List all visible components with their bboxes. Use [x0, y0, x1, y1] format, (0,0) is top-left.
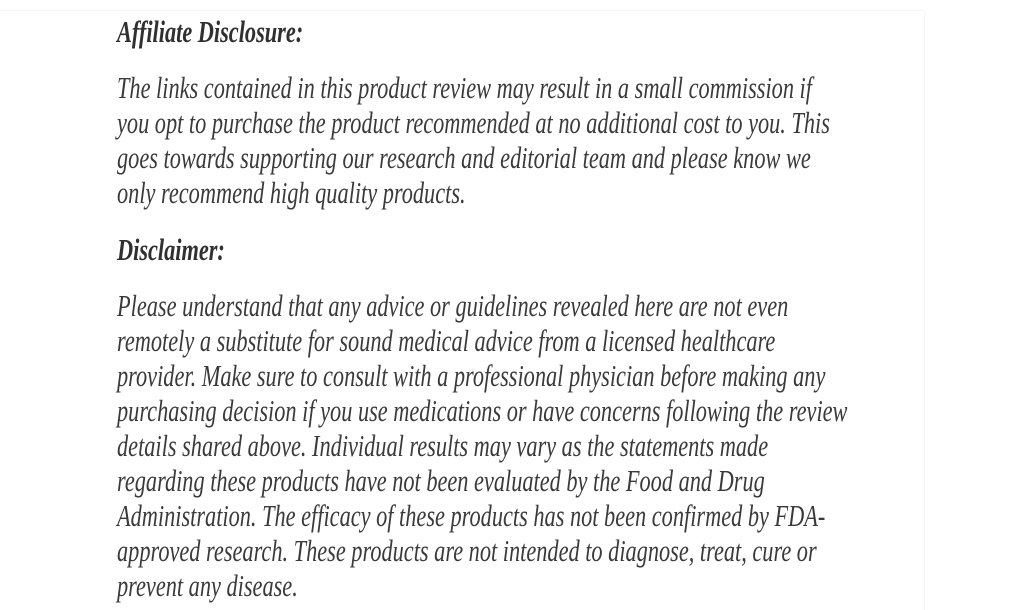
paragraph-line: prevent any disease.: [117, 568, 298, 603]
paragraph-line: regarding these products have not been e…: [117, 463, 765, 498]
paragraph-line: Please understand that any advice or gui…: [117, 288, 789, 323]
paragraph-line: purchasing decision if you use medicatio…: [117, 393, 848, 428]
disclaimer-heading: Disclaimer:: [117, 232, 225, 267]
affiliate-disclosure-paragraph: The links contained in this product revi…: [117, 70, 1024, 210]
paragraph-line: approved research. These products are no…: [117, 533, 817, 568]
paragraph-line: Administration. The efficacy of these pr…: [117, 498, 826, 533]
affiliate-disclosure-heading: Affiliate Disclosure:: [117, 14, 304, 49]
content-card-top-edge: [0, 10, 924, 11]
disclaimer-paragraph: Please understand that any advice or gui…: [117, 288, 1024, 603]
paragraph-line: you opt to purchase the product recommen…: [117, 105, 830, 140]
content-card-right-edge: [924, 10, 925, 610]
paragraph-line: goes towards supporting our research and…: [117, 140, 811, 175]
paragraph-line: provider. Make sure to consult with a pr…: [117, 358, 826, 393]
paragraph-line: The links contained in this product revi…: [117, 70, 812, 105]
paragraph-line: details shared above. Individual results…: [117, 428, 769, 463]
paragraph-line: only recommend high quality products.: [117, 175, 466, 210]
paragraph-line: remotely a substitute for sound medical …: [117, 323, 776, 358]
